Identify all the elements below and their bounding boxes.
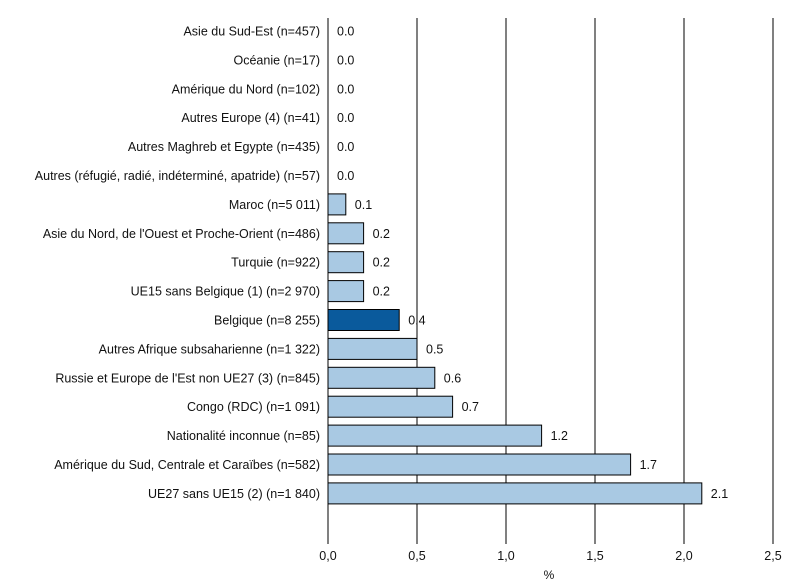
value-label: 1.7 [640,458,657,472]
x-tick-label: 1,0 [497,549,514,563]
category-label: Asie du Sud-Est (n=457) [183,25,320,39]
value-label: 0.0 [337,111,354,125]
category-label: Amérique du Sud, Centrale et Caraïbes (n… [54,458,320,472]
value-label: 0.0 [337,169,354,183]
category-label: Amérique du Nord (n=102) [172,82,320,96]
category-label: Autres Maghreb et Egypte (n=435) [128,140,320,154]
category-label: UE27 sans UE15 (2) (n=1 840) [148,487,320,501]
x-axis-title: % [544,568,555,581]
value-label: 0.0 [337,82,354,96]
bar [327,424,543,447]
category-labels: Asie du Sud-Est (n=457) Océanie (n=17) Amé… [35,25,320,501]
category-label: Maroc (n=5 011) [229,198,320,212]
category-label: Autres Afrique subsaharienne (n=1 322) [99,342,320,356]
value-label: 0.0 [337,53,354,67]
bar [327,482,703,505]
bar [327,395,454,418]
x-tick-labels: 0,0 0,5 1,0 1,5 2,0 2,5 [319,549,781,563]
value-label: 2.1 [711,487,728,501]
x-tick-label: 1,5 [586,549,603,563]
value-label: 0.4 [408,314,425,328]
value-label: 0.1 [355,198,372,212]
value-label: 0.7 [462,400,479,414]
bar-highlight [327,309,400,331]
category-label: Asie du Nord, de l'Ouest et Proche-Orien… [43,227,320,241]
value-label: 0.6 [444,371,461,385]
category-label: Autres Europe (4) (n=41) [181,111,320,125]
category-label: Autres (réfugié, radié, indéterminé, apa… [35,169,320,183]
value-label: 0.2 [373,227,390,241]
value-label: 0.0 [337,140,354,154]
bars [327,193,703,505]
value-label: 0.2 [373,285,390,299]
x-tick-label: 0,5 [408,549,425,563]
value-label: 0.5 [426,342,443,356]
bar [327,251,365,274]
value-labels: 0.0 0.0 0.0 0.0 0.0 0.0 0.1 0.2 0.2 0.2 0.40.5 0.6 0… [337,25,728,501]
category-label: Russie et Europe de l'Est non UE27 (3) (… [55,371,320,385]
x-tick-label: 2,0 [675,549,692,563]
category-label: Congo (RDC) (n=1 091) [187,400,320,414]
category-label: Turquie (n=922) [231,256,320,270]
bar [327,366,436,389]
value-label: 0.0 [337,25,354,39]
category-label: UE15 sans Belgique (1) (n=2 970) [131,285,320,299]
bar [327,337,418,360]
bar [327,280,365,303]
category-label: Océanie (n=17) [233,53,320,67]
value-label: 0.2 [373,256,390,270]
x-tick-label: 0,0 [319,549,336,563]
value-label: 1.2 [551,429,568,443]
bar [327,453,632,476]
category-label: Belgique (n=8 255) [214,314,320,328]
bar [327,193,347,216]
x-tick-label: 2,5 [764,549,781,563]
category-label: Nationalité inconnue (n=85) [167,429,320,443]
bar [327,222,365,245]
